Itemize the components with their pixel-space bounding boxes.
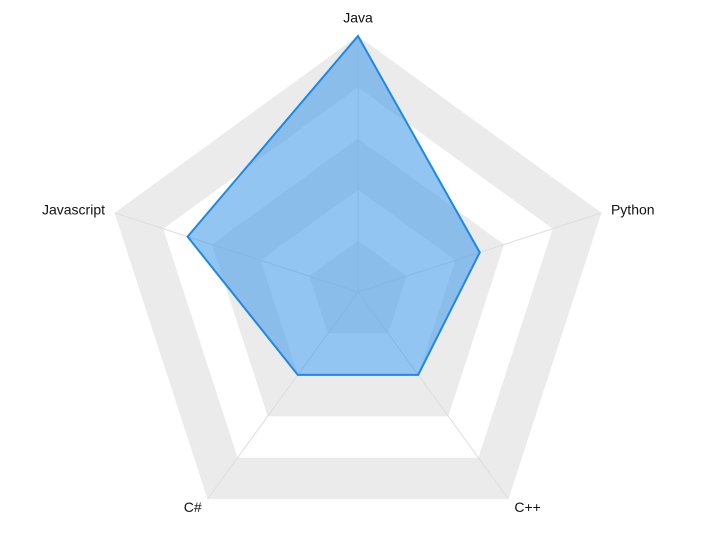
radar-axis-label: Javascript xyxy=(42,202,105,218)
radar-axis-label: Python xyxy=(611,202,655,218)
radar-axis-label: C# xyxy=(184,499,202,515)
radar-axis-label: Java xyxy=(343,10,373,26)
radar-axis-label: C++ xyxy=(514,499,540,515)
radar-series xyxy=(186,34,481,376)
radar-axis-labels: Java Python C++ C# Javascript xyxy=(42,10,655,516)
radar-series-area xyxy=(186,34,481,376)
